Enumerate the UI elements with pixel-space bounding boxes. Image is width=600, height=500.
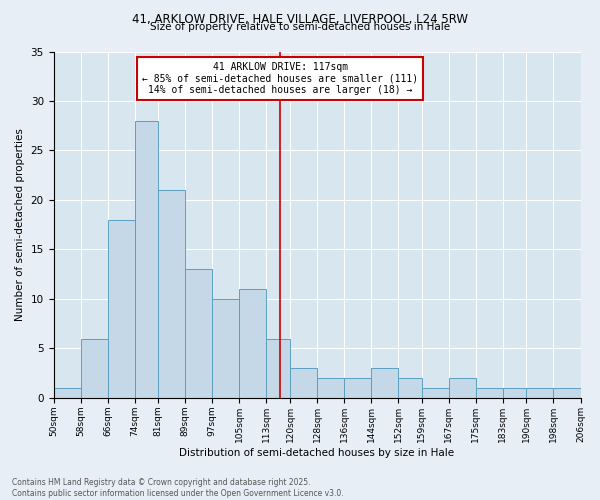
Text: 41, ARKLOW DRIVE, HALE VILLAGE, LIVERPOOL, L24 5RW: 41, ARKLOW DRIVE, HALE VILLAGE, LIVERPOO… bbox=[132, 12, 468, 26]
Bar bbox=[266, 338, 290, 398]
Bar bbox=[476, 388, 503, 398]
Y-axis label: Number of semi-detached properties: Number of semi-detached properties bbox=[15, 128, 25, 321]
Bar bbox=[158, 190, 185, 398]
Text: Contains HM Land Registry data © Crown copyright and database right 2025.
Contai: Contains HM Land Registry data © Crown c… bbox=[12, 478, 344, 498]
Bar bbox=[53, 388, 80, 398]
Bar bbox=[553, 388, 581, 398]
Text: 41 ARKLOW DRIVE: 117sqm
← 85% of semi-detached houses are smaller (111)
14% of s: 41 ARKLOW DRIVE: 117sqm ← 85% of semi-de… bbox=[142, 62, 418, 95]
Bar bbox=[239, 289, 266, 398]
Bar bbox=[344, 378, 371, 398]
Bar bbox=[107, 220, 134, 398]
Bar bbox=[449, 378, 476, 398]
Bar bbox=[80, 338, 107, 398]
Bar bbox=[422, 388, 449, 398]
X-axis label: Distribution of semi-detached houses by size in Hale: Distribution of semi-detached houses by … bbox=[179, 448, 455, 458]
Bar bbox=[212, 299, 239, 398]
Bar bbox=[398, 378, 422, 398]
Bar bbox=[134, 121, 158, 398]
Text: Size of property relative to semi-detached houses in Hale: Size of property relative to semi-detach… bbox=[150, 22, 450, 32]
Bar bbox=[526, 388, 553, 398]
Bar bbox=[290, 368, 317, 398]
Bar bbox=[317, 378, 344, 398]
Bar bbox=[371, 368, 398, 398]
Bar bbox=[185, 270, 212, 398]
Bar bbox=[503, 388, 526, 398]
